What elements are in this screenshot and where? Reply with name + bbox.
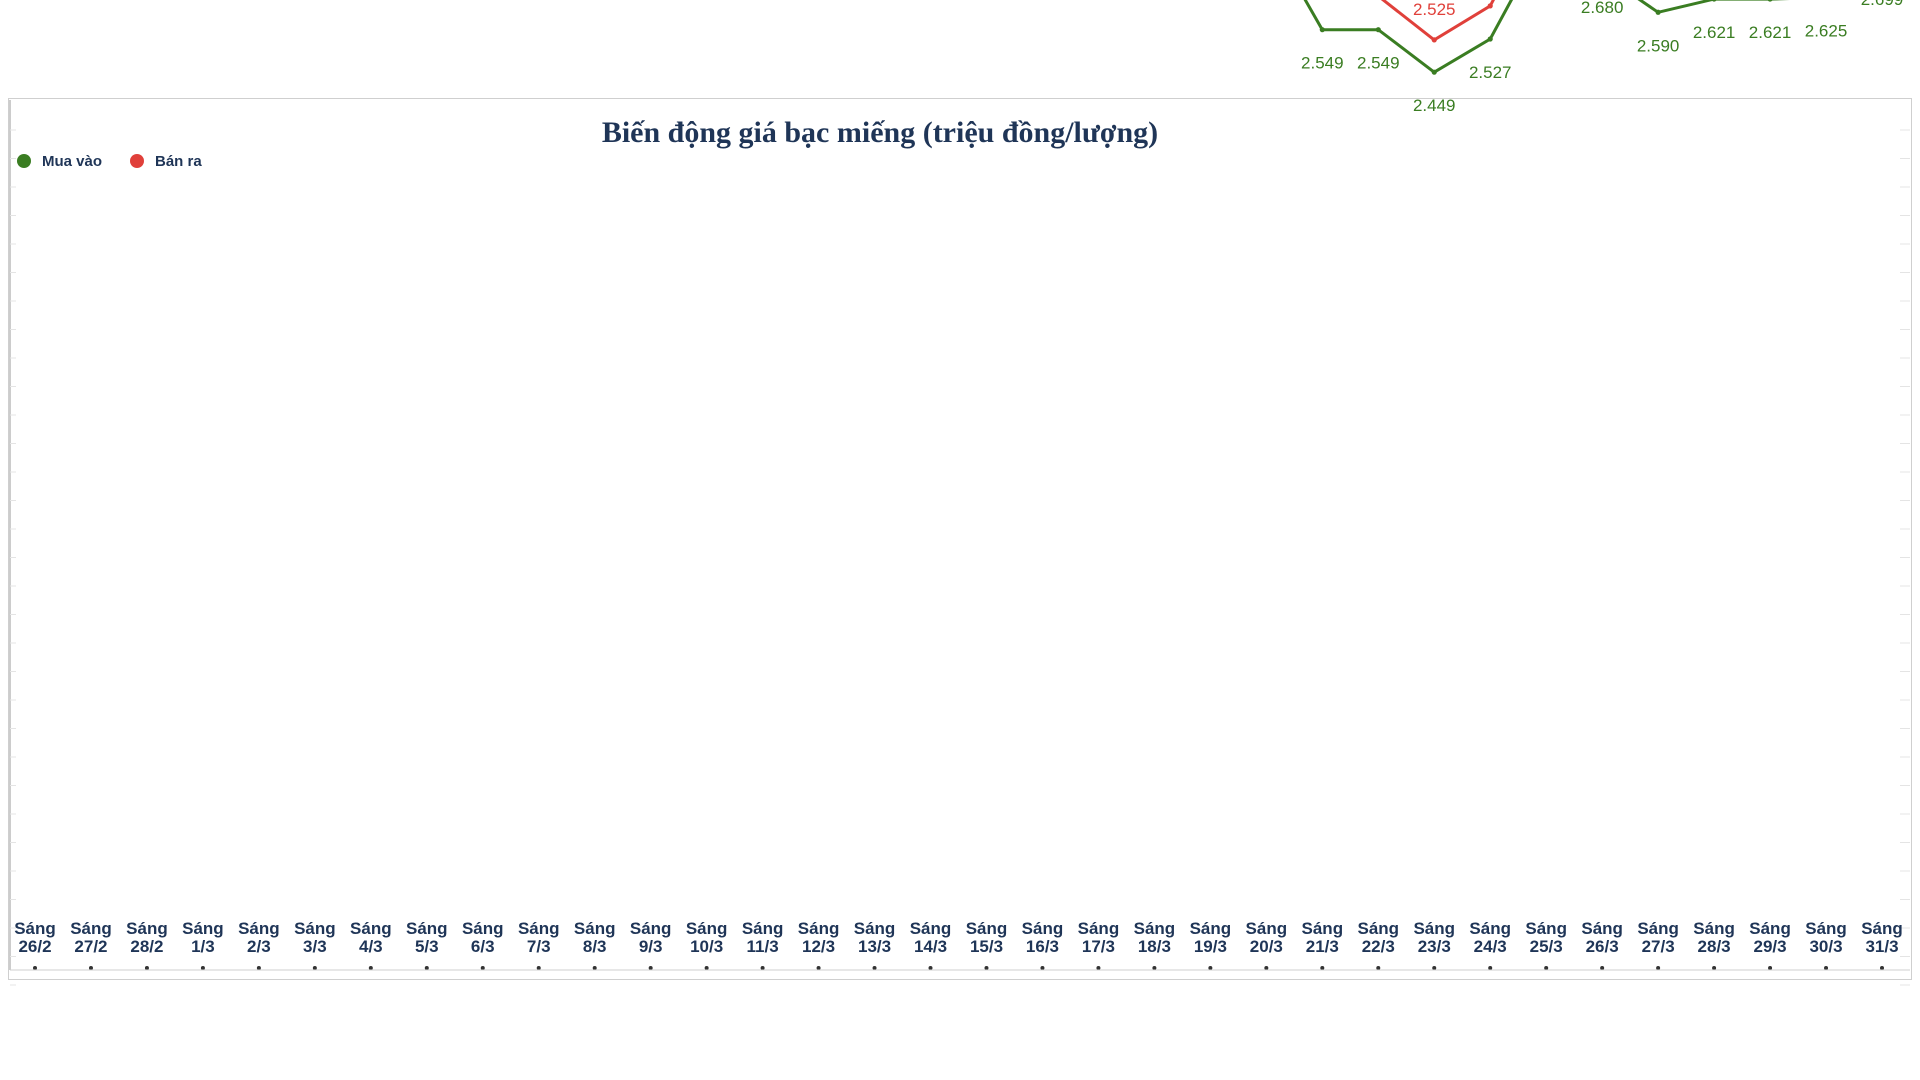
- data-label-buy-26: 2.527: [1469, 63, 1512, 82]
- x-tick-mark-17: [984, 966, 989, 970]
- x-tick-mark-21: [1208, 966, 1213, 970]
- x-tick-label-4: Sáng 2/3: [238, 919, 280, 956]
- data-label-sell-25: 2.525: [1413, 0, 1456, 19]
- x-tick-mark-31: [1768, 966, 1773, 970]
- x-tick-label-30: Sáng 28/3: [1693, 919, 1735, 956]
- x-tick-mark-10: [592, 966, 597, 970]
- x-tick-mark-32: [1824, 966, 1829, 970]
- x-tick-mark-12: [704, 966, 709, 970]
- x-tick-label-9: Sáng 7/3: [518, 919, 560, 956]
- point-buy-23: [1319, 27, 1325, 33]
- x-tick-label-14: Sáng 12/3: [798, 919, 840, 956]
- point-buy-30: [1711, 0, 1717, 2]
- legend-marker-buy: [17, 154, 31, 168]
- x-tick-mark-28: [1600, 966, 1605, 970]
- data-label-buy-32: 2.625: [1805, 21, 1848, 40]
- x-tick-label-28: Sáng 26/3: [1581, 919, 1623, 956]
- x-tick-mark-23: [1320, 966, 1325, 970]
- x-tick-label-19: Sáng 17/3: [1078, 919, 1120, 956]
- x-tick-label-33: Sáng 31/3: [1861, 919, 1903, 956]
- x-tick-mark-33: [1880, 966, 1884, 970]
- point-buy-29: [1655, 9, 1661, 15]
- x-tick-label-20: Sáng 18/3: [1134, 919, 1176, 956]
- point-buy-24: [1375, 27, 1381, 33]
- x-tick-mark-26: [1488, 966, 1493, 970]
- x-tick-label-1: Sáng 27/2: [70, 919, 112, 956]
- x-tick-label-25: Sáng 23/3: [1413, 919, 1455, 956]
- x-tick-label-29: Sáng 27/3: [1637, 919, 1679, 956]
- x-tick-mark-29: [1656, 966, 1661, 970]
- x-tick-mark-7: [424, 966, 429, 970]
- x-tick-label-16: Sáng 14/3: [910, 919, 952, 956]
- data-label-buy-28: 2.680: [1581, 0, 1624, 17]
- x-tick-label-8: Sáng 6/3: [462, 919, 504, 956]
- x-tick-label-12: Sáng 10/3: [686, 919, 728, 956]
- x-tick-mark-13: [760, 966, 765, 970]
- x-tick-label-27: Sáng 25/3: [1525, 919, 1567, 956]
- x-tick-mark-25: [1432, 966, 1437, 970]
- data-label-buy-30: 2.621: [1693, 23, 1736, 42]
- x-tick-label-23: Sáng 21/3: [1302, 919, 1344, 956]
- x-tick-mark-14: [816, 966, 821, 970]
- x-tick-label-31: Sáng 29/3: [1749, 919, 1791, 956]
- x-tick-mark-22: [1264, 966, 1269, 970]
- data-label-buy-31: 2.621: [1749, 23, 1792, 42]
- x-tick-mark-3: [200, 966, 205, 970]
- x-tick-label-26: Sáng 24/3: [1469, 919, 1511, 956]
- data-label-buy-24: 2.549: [1357, 54, 1400, 73]
- x-tick-mark-24: [1376, 966, 1381, 970]
- x-tick-mark-20: [1152, 966, 1157, 970]
- x-tick-label-11: Sáng 9/3: [630, 919, 672, 956]
- x-tick-label-10: Sáng 8/3: [574, 919, 616, 956]
- legend-marker-sell: [130, 154, 144, 168]
- x-tick-mark-15: [872, 966, 877, 970]
- x-tick-label-22: Sáng 20/3: [1246, 919, 1288, 956]
- x-tick-label-3: Sáng 1/3: [182, 919, 224, 956]
- x-tick-mark-1: [88, 966, 93, 970]
- x-tick-label-6: Sáng 4/3: [350, 919, 392, 956]
- x-tick-mark-30: [1712, 966, 1717, 970]
- x-tick-mark-19: [1096, 966, 1101, 970]
- point-buy-25: [1431, 69, 1437, 75]
- point-sell-26: [1487, 3, 1493, 9]
- data-label-buy-25: 2.449: [1413, 96, 1456, 115]
- x-tick-label-15: Sáng 13/3: [854, 919, 896, 956]
- x-tick-label-17: Sáng 15/3: [966, 919, 1008, 956]
- x-tick-mark-9: [536, 966, 541, 970]
- data-label-buy-23: 2.549: [1301, 54, 1344, 73]
- x-tick-mark-11: [648, 966, 653, 970]
- x-tick-label-21: Sáng 19/3: [1190, 919, 1232, 956]
- x-tick-label-24: Sáng 22/3: [1357, 919, 1399, 956]
- point-buy-26: [1487, 36, 1493, 42]
- x-tick-mark-5: [312, 966, 317, 970]
- x-tick-label-5: Sáng 3/3: [294, 919, 336, 956]
- x-tick-mark-27: [1544, 966, 1549, 970]
- x-tick-mark-6: [368, 966, 373, 970]
- legend-label-buy: Mua vào: [42, 153, 102, 170]
- legend-label-sell: Bán ra: [155, 153, 202, 170]
- x-tick-label-18: Sáng 16/3: [1022, 919, 1064, 956]
- x-tick-mark-16: [928, 966, 933, 970]
- x-tick-label-0: Sáng 26/2: [14, 919, 56, 956]
- x-tick-label-2: Sáng 28/2: [126, 919, 168, 956]
- point-sell-25: [1431, 37, 1437, 43]
- x-tick-mark-4: [256, 966, 261, 970]
- x-tick-label-13: Sáng 11/3: [742, 919, 784, 956]
- chart-frame: [8, 98, 1912, 980]
- x-tick-mark-18: [1040, 966, 1045, 970]
- data-label-buy-33: 2.699: [1861, 0, 1904, 9]
- x-tick-mark-8: [480, 966, 485, 970]
- x-tick-label-7: Sáng 5/3: [406, 919, 448, 956]
- chart-title: Biến động giá bạc miếng (triệu đồng/lượn…: [602, 116, 1158, 149]
- x-tick-mark-2: [144, 966, 149, 970]
- point-buy-31: [1767, 0, 1773, 2]
- data-label-buy-29: 2.590: [1637, 36, 1680, 55]
- x-tick-mark-0: [33, 966, 37, 970]
- x-tick-label-32: Sáng 30/3: [1805, 919, 1847, 956]
